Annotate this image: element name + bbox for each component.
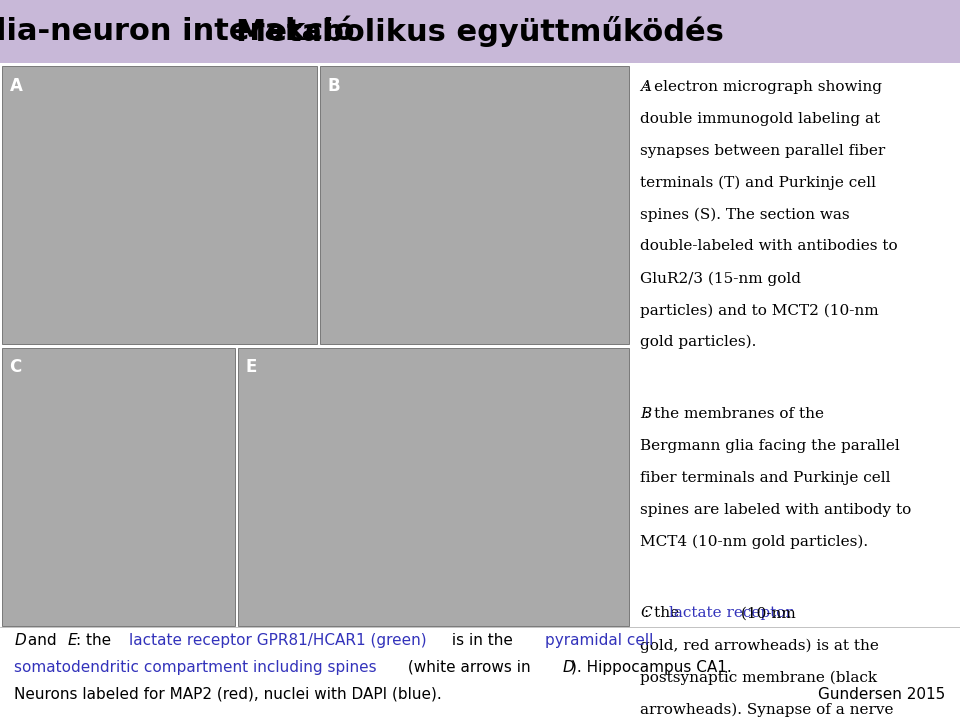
Text: (white arrows in: (white arrows in (403, 660, 536, 674)
Text: C: C (10, 359, 22, 377)
Text: Metabolikus együttműködés: Metabolikus együttműködés (236, 16, 724, 47)
Text: gold, red arrowheads) is at the: gold, red arrowheads) is at the (640, 638, 879, 653)
Text: double-labeled with antibodies to: double-labeled with antibodies to (640, 239, 898, 253)
Text: C: C (640, 607, 652, 620)
Text: MCT4 (10-nm gold particles).: MCT4 (10-nm gold particles). (640, 535, 868, 549)
Text: lactate receptor GPR81/HCAR1 (green): lactate receptor GPR81/HCAR1 (green) (130, 633, 427, 648)
Text: spines are labeled with antibody to: spines are labeled with antibody to (640, 503, 911, 517)
Text: ). Hippocampus CA1.: ). Hippocampus CA1. (571, 660, 732, 674)
Text: spines (S). The section was: spines (S). The section was (640, 207, 850, 221)
Text: Gundersen 2015: Gundersen 2015 (819, 687, 946, 702)
Text: somatodendritic compartment including spines: somatodendritic compartment including sp… (14, 660, 377, 674)
Text: synapses between parallel fiber: synapses between parallel fiber (640, 144, 885, 157)
Text: particles) and to MCT2 (10-nm: particles) and to MCT2 (10-nm (640, 303, 878, 318)
Text: gold particles).: gold particles). (640, 335, 756, 349)
Text: : the: : the (644, 607, 684, 620)
Text: lactate receptor: lactate receptor (669, 607, 793, 620)
Text: arrowheads). Synapse of a nerve: arrowheads). Synapse of a nerve (640, 702, 894, 717)
Text: Neurons labeled for MAP2 (red), nuclei with DAPI (blue).: Neurons labeled for MAP2 (red), nuclei w… (14, 687, 442, 702)
Text: : electron micrograph showing: : electron micrograph showing (644, 80, 882, 93)
Text: Bergmann glia facing the parallel: Bergmann glia facing the parallel (640, 439, 900, 453)
Text: fiber terminals and Purkinje cell: fiber terminals and Purkinje cell (640, 471, 891, 485)
Bar (2, 66, 317, 344)
Text: Glia-neuron interakció: Glia-neuron interakció (0, 17, 355, 46)
Bar (0, 0, 960, 63)
Text: double immunogold labeling at: double immunogold labeling at (640, 111, 880, 126)
Text: terminals (T) and Purkinje cell: terminals (T) and Purkinje cell (640, 175, 876, 190)
Text: is in the: is in the (447, 633, 518, 648)
Text: D: D (563, 660, 574, 674)
Text: A: A (640, 80, 651, 93)
Bar (2, 348, 235, 626)
Text: B: B (327, 77, 340, 95)
Text: A: A (10, 77, 22, 95)
Text: E: E (67, 633, 77, 648)
Text: D: D (14, 633, 26, 648)
Text: B: B (640, 407, 651, 421)
Bar (320, 66, 629, 344)
Text: and: and (23, 633, 61, 648)
Text: postsynaptic membrane (black: postsynaptic membrane (black (640, 670, 877, 684)
Text: (10-nm: (10-nm (736, 607, 796, 620)
Text: : the: : the (76, 633, 116, 648)
Bar (238, 348, 629, 626)
Text: : the membranes of the: : the membranes of the (644, 407, 825, 421)
Text: GluR2/3 (15-nm gold: GluR2/3 (15-nm gold (640, 271, 801, 285)
Text: E: E (246, 359, 257, 377)
Text: pyramidal cell: pyramidal cell (544, 633, 653, 648)
